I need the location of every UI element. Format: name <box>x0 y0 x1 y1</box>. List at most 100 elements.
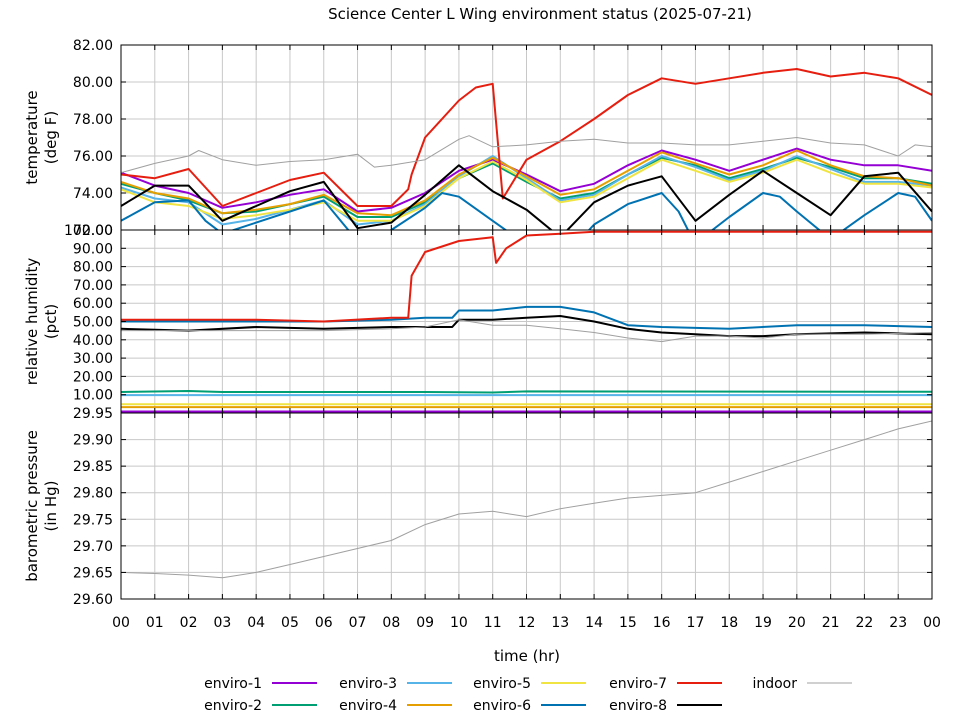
x-tick-label: 11 <box>484 615 502 631</box>
panel-3: 29.60 29.65 29.70 29.75 29.80 29.85 29.90 29.95… <box>23 406 933 608</box>
x-tick-label: 21 <box>822 615 840 631</box>
y-tick-label: 74.00 <box>73 186 113 202</box>
y-tick-label: 80.00 <box>73 260 113 276</box>
y-tick-label: 29.70 <box>73 539 113 555</box>
x-tick-label: 20 <box>788 615 806 631</box>
series-line-indoor <box>121 135 932 174</box>
legend-label: enviro-8 <box>609 698 667 714</box>
y-tick-label: 29.90 <box>73 433 113 449</box>
series-line-indoor <box>121 420 932 579</box>
y-tick-label: 10.00 <box>73 388 113 404</box>
legend-item-enviro-3: enviro-3 <box>339 676 452 692</box>
legend-label: enviro-5 <box>473 676 531 692</box>
series-line-indoor <box>121 319 932 343</box>
legend-item-enviro-5: enviro-5 <box>473 676 586 692</box>
y-axis-label: relative humidity(pct) <box>23 258 60 386</box>
x-tick-label: 01 <box>146 615 164 631</box>
x-tick-label: 10 <box>450 615 468 631</box>
x-tick-label: 03 <box>213 615 231 631</box>
series-group <box>121 420 932 579</box>
x-tick-label: 06 <box>315 615 333 631</box>
legend-item-enviro-1: enviro-1 <box>204 676 317 692</box>
x-tick-label: 08 <box>382 615 400 631</box>
axis-ticks <box>120 412 933 600</box>
y-axis-label-line: (pct) <box>42 304 60 339</box>
series-line-enviro-8 <box>121 164 932 230</box>
x-tick-label: 23 <box>889 615 907 631</box>
y-tick-label: 20.00 <box>73 369 113 385</box>
series-line-enviro-6 <box>121 192 932 230</box>
x-tick-label: 15 <box>619 615 637 631</box>
y-tick-label: 72.00 <box>73 223 113 239</box>
series-line-enviro-1 <box>121 147 932 213</box>
y-tick-label: 90.00 <box>73 241 113 257</box>
y-tick-label: 100.00 <box>64 223 113 239</box>
y-tick-label: 78.00 <box>73 112 113 128</box>
x-axis: 00 01 02 03 04 05 06 07 08 09 10 11 12 13 14 15 16 17 18 19… <box>112 615 941 631</box>
series-line-enviro-4 <box>121 149 932 217</box>
series-line-enviro-5 <box>121 158 932 222</box>
legend-label: enviro-6 <box>473 698 531 714</box>
legend-label: enviro-3 <box>339 676 397 692</box>
legend-label: enviro-2 <box>204 698 262 714</box>
panel-2: 10.00 20.00 30.00 40.00 50.00 60.00 70.00 80.00… <box>23 223 933 414</box>
series-line-enviro-8 <box>121 315 932 338</box>
series-line-enviro-7 <box>121 230 932 323</box>
x-tick-label: 07 <box>349 615 367 631</box>
legend-item-enviro-7: enviro-7 <box>609 676 722 692</box>
y-tick-label: 29.65 <box>73 565 113 581</box>
panel-1: 72.00 74.00 76.00 78.00 80.00 82.00 temperatur… <box>23 38 933 239</box>
y-tick-label: 29.95 <box>73 406 113 422</box>
x-tick-label: 13 <box>551 615 569 631</box>
y-tick-label: 29.75 <box>73 512 113 528</box>
y-axis-label-line: relative humidity <box>23 258 41 386</box>
gridlines <box>120 412 933 600</box>
y-tick-label: 29.85 <box>73 459 113 475</box>
y-axis-label: barometric pressure(in Hg) <box>23 430 60 582</box>
y-tick-label: 80.00 <box>73 75 113 91</box>
series-line-enviro-2 <box>121 390 932 394</box>
legend-label: enviro-4 <box>339 698 397 714</box>
y-axis-label-line: (in Hg) <box>42 481 60 532</box>
x-tick-label: 22 <box>856 615 874 631</box>
y-tick-label: 60.00 <box>73 296 113 312</box>
y-tick-label: 30.00 <box>73 351 113 367</box>
legend-item-enviro-8: enviro-8 <box>609 698 722 714</box>
legend-label: enviro-1 <box>204 676 262 692</box>
x-tick-label: 04 <box>247 615 265 631</box>
y-tick-label: 82.00 <box>73 38 113 54</box>
x-tick-label: 19 <box>754 615 772 631</box>
series-line-enviro-2 <box>121 156 932 218</box>
y-tick-label: 29.60 <box>73 592 113 608</box>
x-tick-label: 16 <box>653 615 671 631</box>
y-tick-label: 50.00 <box>73 315 113 331</box>
x-tick-label: 18 <box>720 615 738 631</box>
legend-item-enviro-6: enviro-6 <box>473 698 586 714</box>
x-axis-label: time (hr) <box>494 647 560 665</box>
x-tick-label: 12 <box>518 615 536 631</box>
legend-item-indoor: indoor <box>752 676 852 692</box>
y-tick-label: 70.00 <box>73 278 113 294</box>
y-tick-label: 40.00 <box>73 333 113 349</box>
y-axis-label-line: temperature <box>23 90 41 184</box>
axis-ticks <box>120 44 933 231</box>
axis-ticks <box>120 229 933 413</box>
legend-item-enviro-2: enviro-2 <box>204 698 317 714</box>
x-tick-label: 17 <box>687 615 705 631</box>
legend: enviro-1 enviro-2 enviro-3 enviro-4 enviro-5… <box>204 676 852 714</box>
x-tick-label: 02 <box>180 615 198 631</box>
x-tick-label: 00 <box>112 615 130 631</box>
chart-title: Science Center L Wing environment status… <box>328 5 752 23</box>
series-group <box>121 68 932 230</box>
x-tick-label: 14 <box>585 615 603 631</box>
y-axis-label-line: barometric pressure <box>23 430 41 582</box>
series-line-enviro-7 <box>121 68 932 207</box>
legend-label: enviro-7 <box>609 676 667 692</box>
series-line-enviro-3 <box>121 155 932 226</box>
y-tick-label: 29.80 <box>73 486 113 502</box>
y-tick-label: 76.00 <box>73 149 113 165</box>
x-tick-label: 09 <box>416 615 434 631</box>
legend-item-enviro-4: enviro-4 <box>339 698 452 714</box>
